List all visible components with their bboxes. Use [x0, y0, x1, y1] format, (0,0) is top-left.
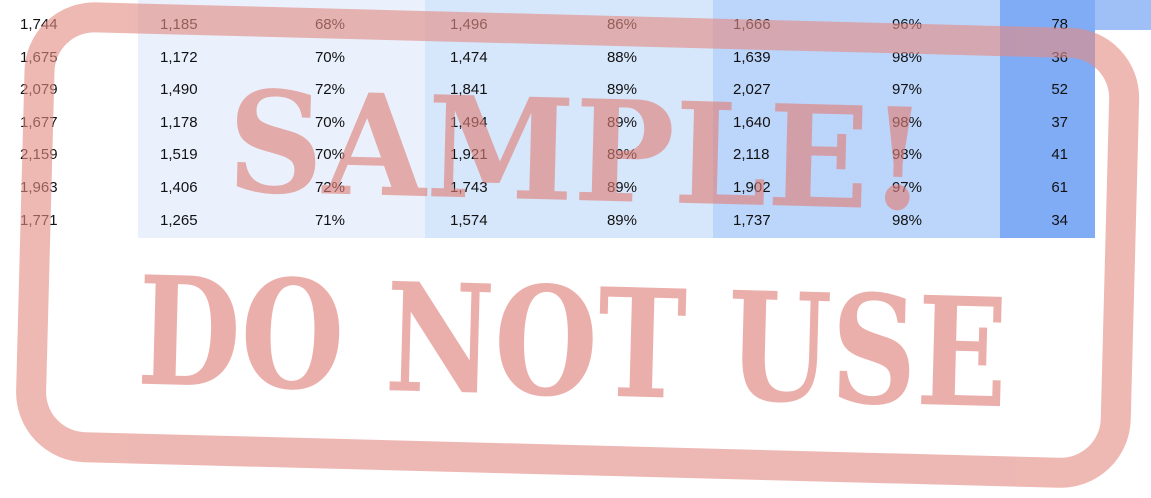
watermark-text: SAMPLE! — [226, 61, 930, 243]
watermark: SAMPLE! DO NOT USE — [0, 0, 1151, 498]
page: 1,7441,18568%1,49686%1,66696%781,6751,17… — [0, 0, 1151, 498]
watermark-text: DO NOT USE — [135, 244, 1009, 443]
